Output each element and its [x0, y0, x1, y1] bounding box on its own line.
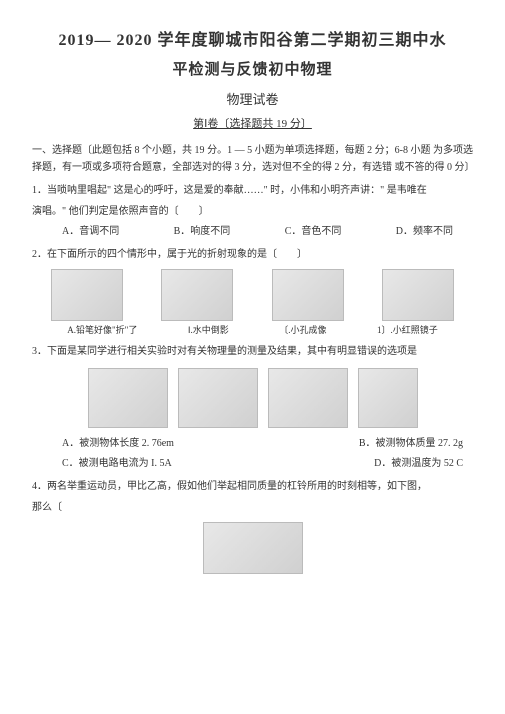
- q2-label-b: Ⅰ.水中倒影: [188, 323, 229, 337]
- q4-image-wrap: [32, 522, 473, 574]
- subtitle: 物理试卷: [32, 90, 473, 111]
- q2-img-d: [382, 269, 454, 321]
- q3-opt-a: A．被测物体长度 2. 76em: [62, 436, 174, 452]
- q4-stem-2: 那么〔: [32, 499, 473, 516]
- q1-opt-a: A．音调不同: [62, 224, 119, 240]
- q3-img-a: [88, 368, 168, 428]
- q4-img: [203, 522, 303, 574]
- section-header: 第Ⅰ卷〔选择题共 19 分〕: [32, 116, 473, 134]
- q3-img-c: [268, 368, 348, 428]
- q2-label-c: 〔.小孔成像: [279, 323, 326, 337]
- q2-labels: A.铅笔好像"折"了 Ⅰ.水中倒影 〔.小孔成像 1〕.小红照镜子: [32, 323, 473, 337]
- instructions: 一、选择题〔此题包括 8 个小题，共 19 分。1 — 5 小题为单项选择题，每…: [32, 142, 473, 176]
- q2-img-b: [161, 269, 233, 321]
- q3-options-ab: A．被测物体长度 2. 76em B．被测物体质量 27. 2g: [32, 436, 473, 456]
- q3-opt-b: B．被测物体质量 27. 2g: [359, 436, 463, 452]
- q1-opt-b: B．响度不同: [174, 224, 231, 240]
- q1-stem-a: 1．当唢呐里唱起" 这是心的呼吁，这是爱的奉献……" 时，小伟和小明齐声讲：" …: [32, 182, 473, 199]
- q3-img-b: [178, 368, 258, 428]
- q1-opt-d: D．频率不同: [396, 224, 453, 240]
- title-line-2: 平检测与反馈初中物理: [32, 58, 473, 82]
- q3-img-d: [358, 368, 418, 428]
- q2-img-c: [272, 269, 344, 321]
- q3-stem: 3．下面是某同学进行相关实验时对有关物理量的测量及结果，其中有明显错误的选项是: [32, 343, 473, 360]
- q1-stem-b: 演唱。" 他们判定是依照声音的〔 〕: [32, 203, 473, 220]
- q2-label-d: 1〕.小红照镜子: [377, 323, 438, 337]
- q2-img-a: [51, 269, 123, 321]
- q1-opt-c: C．音色不同: [285, 224, 342, 240]
- q2-stem: 2．在下面所示的四个情形中，属于光的折射现象的是〔 〕: [32, 246, 473, 263]
- title-line-1: 2019— 2020 学年度聊城市阳谷第二学期初三期中水: [32, 28, 473, 54]
- q3-opt-d: D．被测温度为 52 C: [374, 456, 463, 472]
- q3-options-cd: C．被测电路电流为 I. 5A D．被测温度为 52 C: [32, 456, 473, 478]
- q4-stem: 4．两名举重运动员，甲比乙高，假如他们举起相同质量的杠铃所用的时刻相等，如下图，: [32, 478, 473, 495]
- q2-images: [32, 269, 473, 321]
- q1-options: A．音调不同 B．响度不同 C．音色不同 D．频率不同: [32, 224, 473, 246]
- q3-opt-c: C．被测电路电流为 I. 5A: [62, 456, 172, 472]
- q3-images: [32, 368, 473, 428]
- q2-label-a: A.铅笔好像"折"了: [67, 323, 137, 337]
